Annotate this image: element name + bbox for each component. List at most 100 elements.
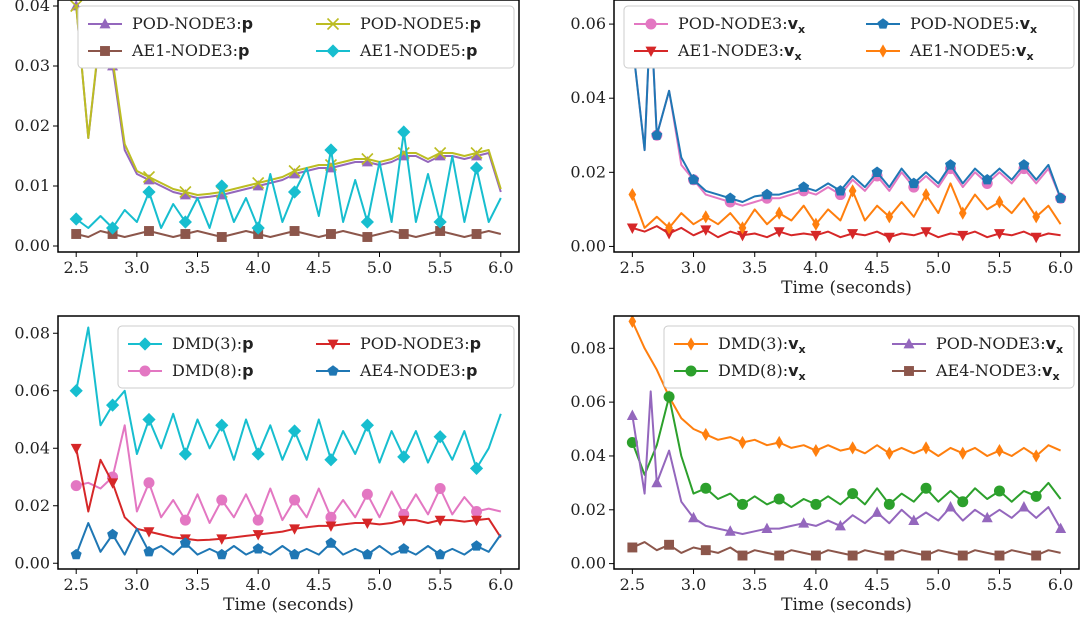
data-point [143, 527, 155, 538]
x-tick-label: 2.5 [620, 575, 645, 594]
data-point [773, 227, 785, 238]
data-point [70, 480, 82, 492]
data-point [883, 232, 895, 244]
data-point [1032, 449, 1041, 463]
legend-label: POD-NODE3:vx [936, 334, 1063, 356]
x-tick-label: 6.0 [1048, 575, 1073, 594]
data-point [471, 229, 482, 239]
data-point [700, 545, 711, 556]
data-point [775, 435, 784, 450]
data-point [774, 550, 785, 561]
data-point [398, 515, 410, 527]
data-point [435, 226, 446, 236]
data-point [908, 514, 920, 525]
data-point [945, 501, 957, 512]
x-tick-label: 4.5 [864, 258, 889, 277]
x-tick-label: 5.0 [926, 258, 951, 277]
data-point [433, 430, 447, 444]
data-point [69, 212, 83, 226]
data-point [700, 482, 712, 494]
panel-2: 2.5 3.0 3.5 4.0 4.5 5.0 5.5 6.0 0.00 0.02 0.04 0.06… [570, 0, 1080, 298]
data-point [958, 446, 967, 460]
legend: DMD(3):vx DMD(8):vx POD-NODE3:vx AE4-NODE3:… [663, 325, 1075, 389]
legend-label: POD-NODE5:p [360, 14, 481, 33]
legend-label: AE1-NODE3:p [131, 41, 249, 60]
data-point [288, 164, 301, 178]
panel-4: 2.5 3.0 3.5 4.0 4.5 5.0 5.5 6.0 0.00 0.02 0.04 0.06… [570, 315, 1080, 615]
legend-marker [879, 44, 887, 58]
y-tick-label: 0.06 [570, 392, 606, 411]
x-tick-label: 5.5 [987, 258, 1012, 277]
legend-label: POD-NODE3:p [360, 334, 481, 353]
panel-1: 2.5 3.0 3.5 4.0 4.5 5.0 5.5 6.0 0.00 0.01 0.02 0.03… [14, 0, 520, 277]
y-tick-label: 0.00 [14, 553, 50, 572]
data-point [252, 530, 264, 541]
data-point [252, 514, 264, 526]
data-point [325, 521, 337, 532]
y-tick-label: 0.01 [14, 176, 50, 195]
data-point [361, 518, 373, 530]
data-point [724, 525, 736, 536]
data-point [993, 485, 1005, 497]
data-point [798, 181, 810, 192]
data-point [252, 176, 265, 190]
data-point [142, 412, 156, 427]
data-point [957, 496, 969, 508]
y-tick-label: 0.04 [570, 88, 606, 107]
data-point [628, 187, 637, 202]
data-point [178, 447, 192, 461]
y-tick-label: 0.00 [570, 554, 606, 573]
x-tick-label: 5.5 [427, 258, 452, 277]
data-point [885, 446, 894, 460]
data-point [398, 229, 409, 239]
legend-entry: POD-NODE3:vx [892, 334, 1063, 356]
data-point [360, 418, 374, 432]
data-point [324, 453, 338, 467]
data-point [688, 173, 700, 185]
data-point [871, 506, 883, 517]
y-tick-label: 0.04 [14, 0, 50, 15]
legend-entry: POD-NODE5:p [316, 14, 481, 33]
data-point [993, 229, 1005, 240]
y-tick-label: 0.02 [14, 496, 50, 515]
x-tick-label: 4.0 [245, 575, 270, 594]
x-tick-label: 2.5 [620, 258, 645, 277]
data-point [179, 514, 191, 526]
data-point [289, 548, 301, 560]
data-point [434, 515, 446, 527]
data-point [471, 515, 483, 527]
data-point [995, 443, 1004, 458]
data-point [871, 166, 883, 177]
x-tick-label: 4.5 [306, 258, 331, 277]
data-point [957, 550, 968, 561]
data-point [471, 506, 483, 517]
legend-entry: DMD(3):p [128, 334, 254, 353]
data-point [812, 443, 820, 458]
data-point [434, 548, 446, 560]
legend-label: AE1-NODE3:vx [677, 41, 802, 63]
legend: POD-NODE3:vx AE1-NODE3:vx POD-NODE5:vx AE1-… [623, 5, 1075, 69]
y-tick-label: 0.02 [570, 162, 606, 181]
data-point [360, 215, 374, 229]
data-point [736, 230, 748, 242]
data-point [70, 548, 82, 560]
data-point [921, 550, 931, 561]
y-tick-label: 0.00 [570, 236, 606, 255]
legend-entry: AE4-NODE3:p [316, 361, 477, 380]
data-point [847, 550, 858, 561]
data-point [724, 192, 736, 203]
legend-entry: AE1-NODE5:p [316, 41, 477, 60]
legend-marker [138, 337, 152, 351]
axes-frame [613, 0, 1080, 253]
data-point [471, 540, 483, 551]
y-tick-label: 0.00 [14, 236, 50, 255]
plot-area [626, 316, 1067, 561]
x-tick-label: 3.5 [742, 258, 767, 277]
x-tick-label: 4.0 [245, 258, 270, 277]
data-point [884, 550, 895, 561]
legend-label: AE4-NODE3:p [359, 361, 477, 380]
data-point [216, 548, 228, 560]
data-point [251, 447, 265, 461]
data-point [144, 226, 154, 236]
